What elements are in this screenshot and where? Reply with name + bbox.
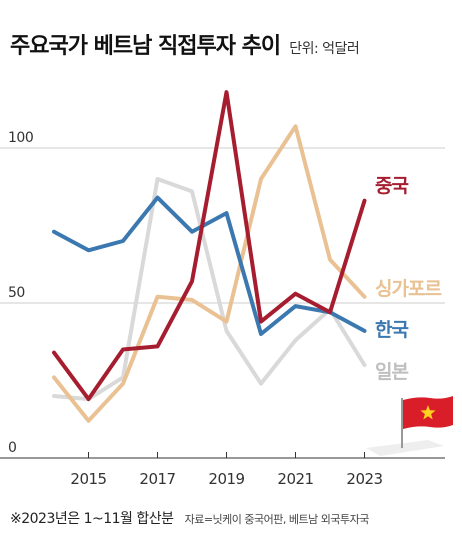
series-line-일본 xyxy=(52,177,367,402)
footnote-note: ※2023년은 1~11월 합산분 xyxy=(10,511,174,527)
title-row: 주요국가 베트남 직접투자 추이 단위: 억달러 xyxy=(10,28,360,60)
x-tick-label: 2017 xyxy=(139,470,175,488)
series-label: 싱가포르 xyxy=(375,278,441,300)
footnote: ※2023년은 1~11월 합산분 자료=닛케이 중국어판, 베트남 외국투자국 xyxy=(10,508,369,528)
series-label: 중국 xyxy=(375,175,408,197)
x-tick-label: 2023 xyxy=(346,470,382,488)
series-lines xyxy=(52,90,367,423)
series-line-중국 xyxy=(52,90,367,402)
vietnam-flag-icon xyxy=(366,396,453,456)
series-label: 일본 xyxy=(375,361,408,383)
series-label: 한국 xyxy=(375,319,408,341)
source-credit: 자료=닛케이 중국어판, 베트남 외국투자국 xyxy=(184,513,370,526)
series-line-한국 xyxy=(52,195,367,336)
y-tick-labels: 0 50 100 xyxy=(8,130,34,456)
y-tick-label: 100 xyxy=(8,130,33,146)
y-tick-label: 0 xyxy=(8,440,16,456)
unit-label: 단위: 억달러 xyxy=(289,41,360,57)
x-tick-label: 2021 xyxy=(277,470,313,488)
x-tick-label: 2019 xyxy=(208,470,244,488)
x-tick-labels: 2015 2017 2019 2021 2023 xyxy=(70,452,383,488)
y-tick-label: 50 xyxy=(8,285,25,301)
chart-title: 주요국가 베트남 직접투자 추이 xyxy=(10,34,281,59)
series-line-싱가포르 xyxy=(52,124,367,423)
x-tick-label: 2015 xyxy=(70,470,106,488)
gridlines xyxy=(0,147,445,459)
